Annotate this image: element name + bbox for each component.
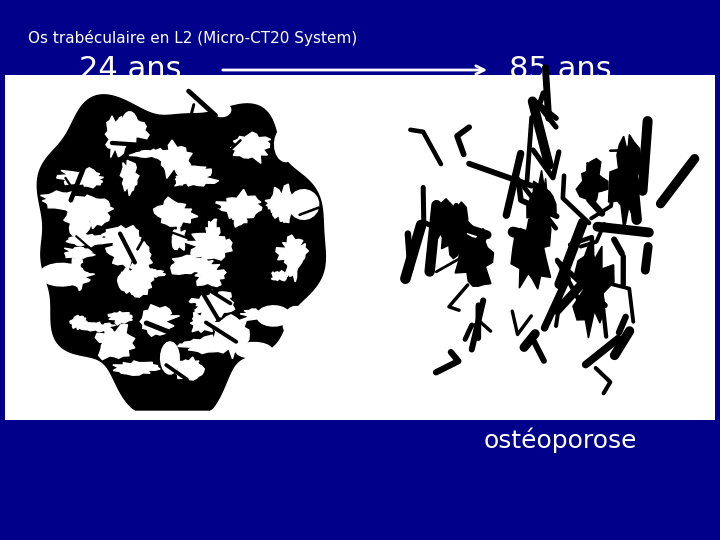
Polygon shape — [436, 199, 468, 259]
Polygon shape — [205, 292, 235, 317]
Polygon shape — [171, 255, 213, 274]
Polygon shape — [129, 240, 153, 280]
Polygon shape — [573, 244, 614, 338]
Polygon shape — [215, 190, 264, 218]
Polygon shape — [270, 184, 293, 221]
Polygon shape — [40, 191, 89, 210]
Text: ostéoporose: ostéoporose — [483, 427, 636, 453]
Polygon shape — [276, 235, 308, 267]
Polygon shape — [76, 195, 114, 229]
Polygon shape — [240, 309, 272, 320]
Polygon shape — [284, 245, 302, 282]
Polygon shape — [66, 232, 106, 247]
Polygon shape — [121, 268, 166, 279]
Polygon shape — [455, 228, 493, 286]
Polygon shape — [119, 118, 149, 144]
Polygon shape — [37, 95, 325, 410]
Polygon shape — [68, 255, 85, 291]
Polygon shape — [527, 170, 556, 232]
Polygon shape — [106, 234, 145, 269]
Polygon shape — [70, 315, 87, 329]
Polygon shape — [210, 315, 249, 359]
Bar — [5, 75, 715, 420]
Polygon shape — [195, 261, 226, 287]
Text: Os trabéculaire en L2 (Micro-CT20 System): Os trabéculaire en L2 (Micro-CT20 System… — [28, 30, 357, 46]
Polygon shape — [117, 268, 145, 295]
Polygon shape — [129, 148, 178, 159]
Polygon shape — [102, 226, 139, 247]
Polygon shape — [175, 166, 219, 186]
Polygon shape — [241, 372, 274, 385]
Polygon shape — [57, 168, 104, 185]
Polygon shape — [153, 197, 198, 226]
Polygon shape — [120, 160, 139, 196]
Polygon shape — [235, 342, 272, 358]
Polygon shape — [233, 212, 248, 227]
Polygon shape — [178, 335, 233, 354]
Polygon shape — [204, 219, 220, 256]
Polygon shape — [78, 177, 102, 188]
Polygon shape — [283, 307, 308, 340]
Polygon shape — [274, 127, 297, 161]
Polygon shape — [161, 342, 179, 374]
Polygon shape — [189, 290, 224, 317]
Polygon shape — [108, 312, 132, 325]
Polygon shape — [264, 192, 297, 212]
Polygon shape — [64, 247, 96, 258]
Polygon shape — [50, 271, 94, 286]
Polygon shape — [172, 226, 187, 251]
Polygon shape — [122, 112, 138, 142]
Polygon shape — [105, 116, 127, 158]
Polygon shape — [257, 306, 290, 326]
Polygon shape — [608, 134, 642, 231]
Polygon shape — [576, 159, 608, 206]
Polygon shape — [190, 313, 218, 332]
Polygon shape — [64, 197, 91, 240]
Polygon shape — [40, 264, 84, 286]
Polygon shape — [140, 305, 179, 336]
Text: 24 ans: 24 ans — [78, 56, 181, 84]
Polygon shape — [279, 209, 290, 222]
Text: 85 ans: 85 ans — [509, 56, 611, 84]
Polygon shape — [392, 100, 703, 410]
Polygon shape — [230, 132, 271, 163]
Polygon shape — [113, 361, 160, 375]
Polygon shape — [231, 343, 265, 352]
Polygon shape — [183, 233, 232, 260]
Polygon shape — [271, 271, 288, 281]
Polygon shape — [175, 172, 191, 185]
Polygon shape — [212, 103, 230, 117]
Polygon shape — [157, 140, 192, 178]
Polygon shape — [95, 325, 135, 360]
Polygon shape — [126, 261, 156, 297]
Polygon shape — [174, 357, 204, 380]
Polygon shape — [289, 190, 319, 219]
Polygon shape — [78, 322, 115, 332]
Polygon shape — [511, 212, 551, 289]
